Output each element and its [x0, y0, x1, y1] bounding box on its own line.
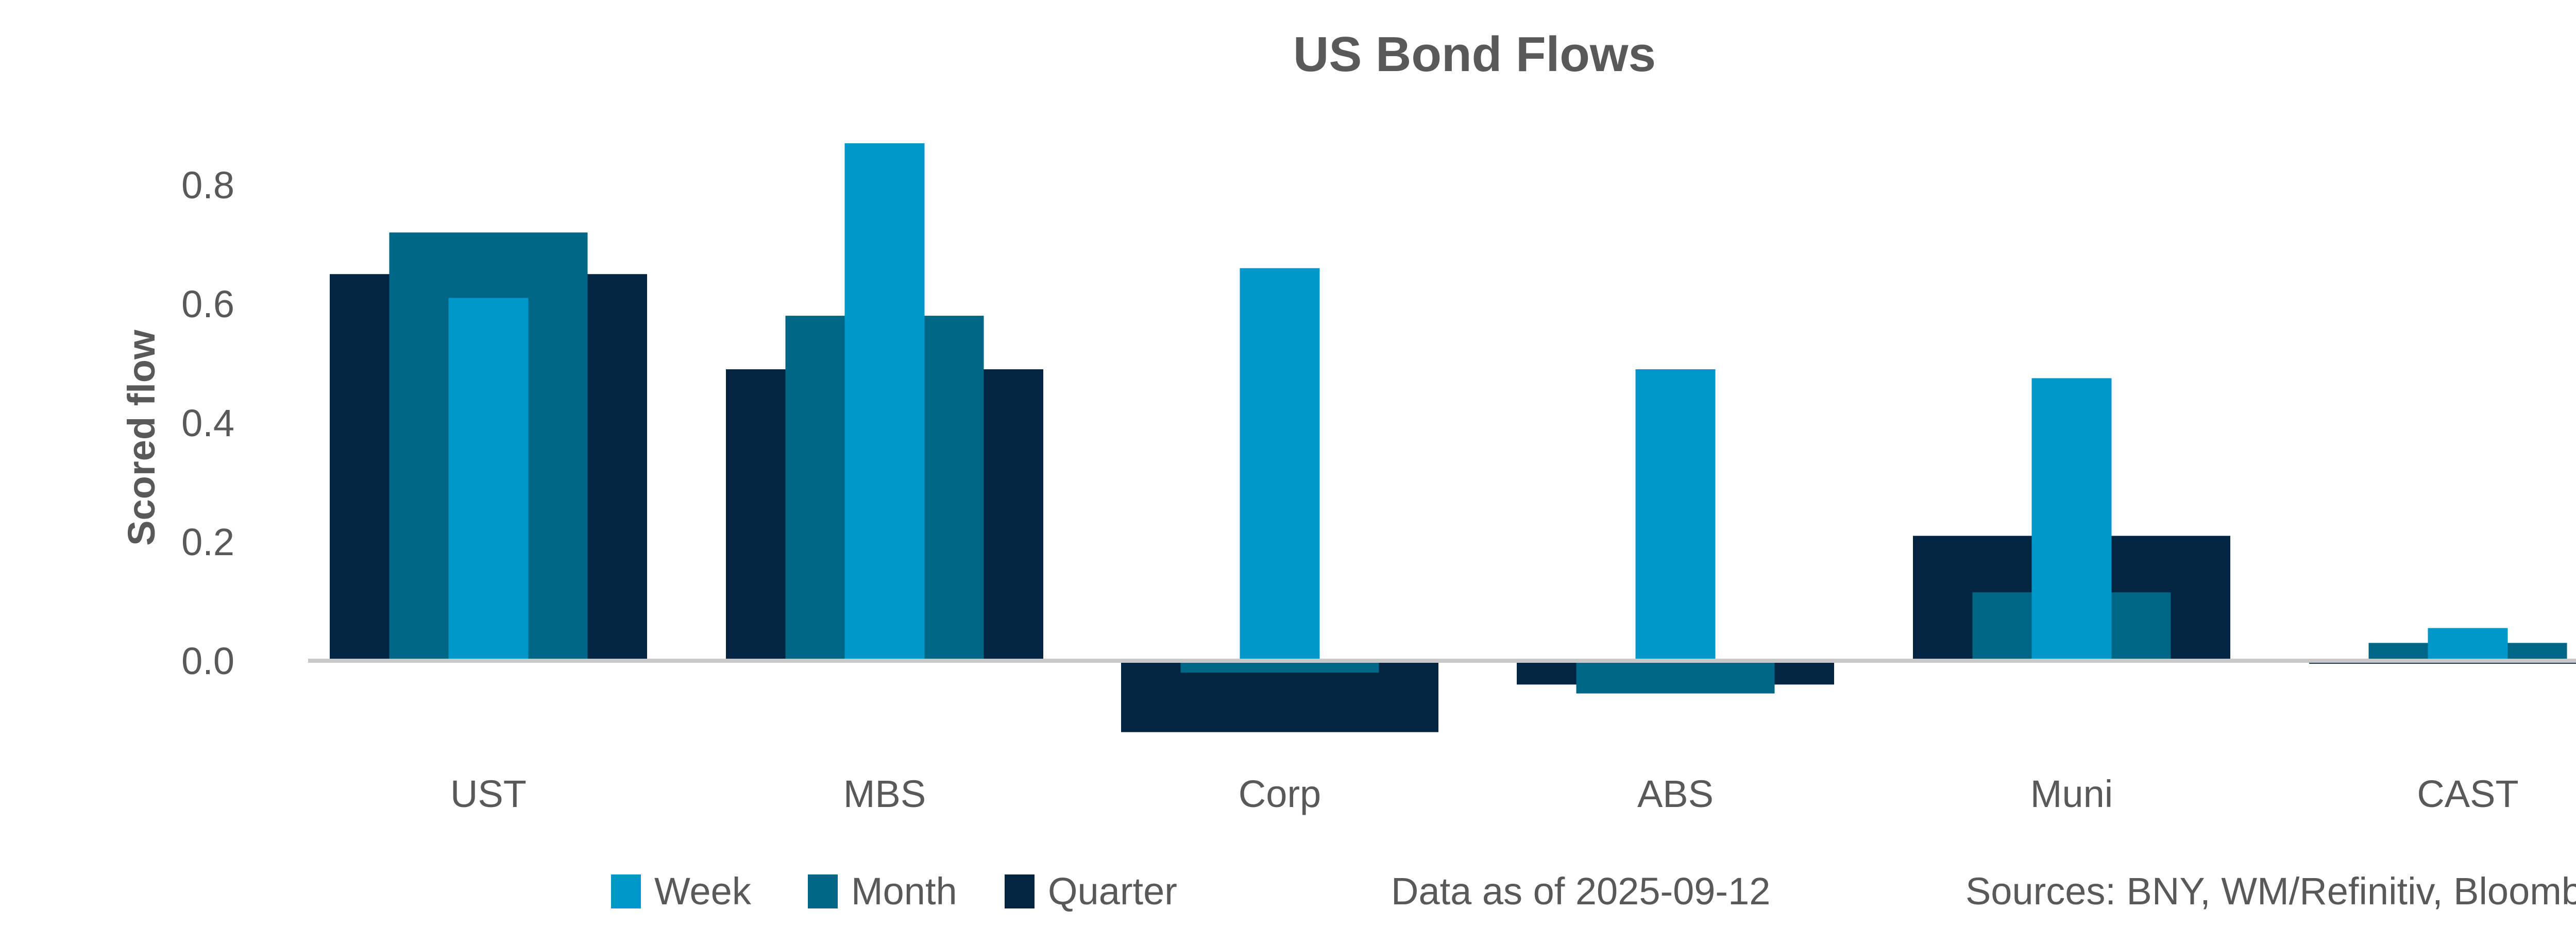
y-tick-label: 0.6 [181, 283, 234, 325]
legend-label-week: Week [654, 870, 752, 913]
chart-title: US Bond Flows [1293, 27, 1656, 82]
bar-month-corp [1180, 661, 1379, 673]
bar-week-ust [448, 298, 529, 661]
legend-label-month: Month [851, 870, 957, 913]
bar-month-abs [1576, 661, 1775, 694]
category-label: MBS [843, 772, 926, 815]
bar-week-mbs [844, 143, 925, 661]
bar-week-muni [2031, 378, 2112, 661]
category-label: CAST [2417, 772, 2518, 815]
y-tick-label: 0.2 [181, 521, 234, 563]
bar-week-abs [1635, 369, 1716, 661]
y-tick-label: 0.8 [181, 164, 234, 207]
y-tick-label: 0.0 [181, 640, 234, 682]
legend-label-quarter: Quarter [1048, 870, 1177, 913]
y-axis-ticks: 0.0 0.2 0.4 0.6 0.8 [181, 164, 234, 682]
bar-week-corp [1240, 268, 1320, 661]
category-labels: UST MBS Corp ABS Muni CAST [450, 772, 2519, 815]
bars [330, 143, 2576, 732]
category-label: UST [450, 772, 527, 815]
bar-week-cast [2428, 628, 2508, 661]
legend-swatch-month [808, 874, 838, 908]
category-label: Muni [2030, 772, 2113, 815]
y-axis-label: Scored flow [120, 330, 163, 546]
y-tick-label: 0.4 [181, 402, 234, 444]
legend: Week Month Quarter [611, 870, 1177, 913]
sources-note: Sources: BNY, WM/Refinitiv, Bloomberg [1965, 870, 2576, 913]
data-date-note: Data as of 2025-09-12 [1391, 870, 1770, 913]
legend-swatch-week [611, 874, 641, 908]
legend-swatch-quarter [1005, 874, 1035, 908]
category-label: ABS [1637, 772, 1714, 815]
category-label: Corp [1239, 772, 1321, 815]
